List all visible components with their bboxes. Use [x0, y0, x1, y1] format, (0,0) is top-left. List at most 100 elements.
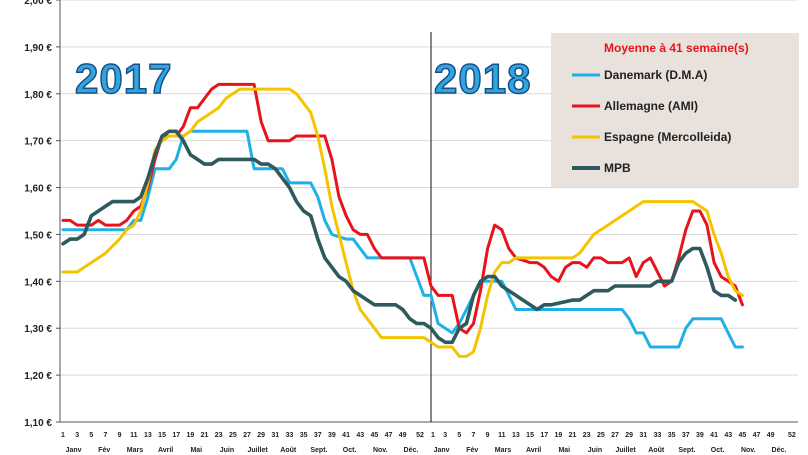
x-tick-label: 23 [583, 432, 591, 439]
x-tick-label: 11 [130, 432, 138, 439]
x-tick-label: 45 [738, 432, 746, 439]
x-tick-label: 35 [668, 432, 676, 439]
x-tick-label: 21 [201, 432, 209, 439]
year-label-2018: 2018 [434, 55, 531, 102]
legend-label: Danemark (D.M.A) [604, 68, 707, 82]
x-tick-label: 45 [370, 432, 378, 439]
x-tick-label: 49 [767, 432, 775, 439]
x-tick-label: 5 [457, 432, 461, 439]
month-label: Nov. [741, 447, 756, 454]
series-line-0 [61, 129, 744, 349]
month-label: Juillet [615, 447, 636, 454]
x-tick-label: 29 [257, 432, 265, 439]
x-tick-label: 21 [569, 432, 577, 439]
x-tick-label: 31 [271, 432, 279, 439]
x-tick-label: 43 [724, 432, 732, 439]
month-label: Oct. [343, 447, 357, 454]
x-tick-label: 52 [788, 432, 796, 439]
month-label: Juin [588, 447, 602, 454]
y-tick-label: 1,60 € [24, 184, 52, 195]
y-tick-label: 1,80 € [24, 90, 52, 101]
x-tick-label: 7 [472, 432, 476, 439]
x-tick-label: 13 [144, 432, 152, 439]
x-tick-label: 1 [431, 432, 435, 439]
month-label: Fév [466, 447, 478, 454]
month-label: Mai [190, 447, 202, 454]
y-tick-label: 1,40 € [24, 277, 52, 288]
x-tick-label: 27 [611, 432, 619, 439]
month-label: Déc. [772, 447, 787, 454]
x-tick-label: 47 [753, 432, 761, 439]
month-label: Oct. [711, 447, 725, 454]
x-tick-label: 35 [300, 432, 308, 439]
legend: Moyenne à 41 semaine(s) Danemark (D.M.A)… [551, 33, 799, 187]
x-tick-label: 27 [243, 432, 251, 439]
series-line-3 [61, 129, 738, 345]
x-tick-label: 37 [682, 432, 690, 439]
month-label: Nov. [373, 447, 388, 454]
month-label: Avril [158, 447, 173, 454]
x-tick-label: 9 [486, 432, 490, 439]
x-tick-label: 9 [118, 432, 122, 439]
legend-label: MPB [604, 161, 631, 175]
x-tick-label: 37 [314, 432, 322, 439]
month-label: Août [280, 447, 297, 454]
x-tick-label: 25 [229, 432, 237, 439]
x-tick-label: 43 [356, 432, 364, 439]
x-tick-label: 33 [654, 432, 662, 439]
x-tick-label: 49 [399, 432, 407, 439]
month-label: Juin [220, 447, 234, 454]
y-tick-label: 1,20 € [24, 371, 52, 382]
x-tick-label: 19 [554, 432, 562, 439]
y-tick-label: 1,70 € [24, 137, 52, 148]
x-tick-label: 47 [385, 432, 393, 439]
x-axis: 1 3 5 7 9 11 13 15 17 19 21 23 25 27 29 31 33 35 37 39 41 43 4… [60, 421, 798, 454]
month-label: Janv [66, 447, 82, 454]
x-tick-label: 17 [172, 432, 180, 439]
series-line-2 [61, 87, 744, 358]
x-tick-label: 39 [696, 432, 704, 439]
x-tick-label: 15 [526, 432, 534, 439]
month-label: Avril [526, 447, 541, 454]
month-label: Août [648, 447, 665, 454]
x-tick-label: 23 [215, 432, 223, 439]
x-tick-label: 25 [597, 432, 605, 439]
series-layer [61, 82, 744, 358]
x-tick-label: 15 [158, 432, 166, 439]
x-tick-label: 52 [416, 432, 424, 439]
x-tick-label: 5 [89, 432, 93, 439]
x-tick-label: 31 [639, 432, 647, 439]
month-label: Mars [495, 447, 511, 454]
legend-title: Moyenne à 41 semaine(s) [604, 41, 749, 55]
legend-label: Allemagne (AMI) [604, 99, 698, 113]
x-tick-label: 41 [710, 432, 718, 439]
x-tick-label: 7 [104, 432, 108, 439]
x-tick-label: 33 [286, 432, 294, 439]
x-tick-label: 19 [186, 432, 194, 439]
month-label: Mai [558, 447, 570, 454]
legend-background [551, 33, 799, 187]
year-label-2017: 2017 [75, 55, 172, 102]
y-tick-label: 1,90 € [24, 43, 52, 54]
y-tick-label: 2,00 € [24, 0, 52, 7]
x-tick-label: 17 [540, 432, 548, 439]
x-tick-label: 29 [625, 432, 633, 439]
y-tick-label: 1,50 € [24, 230, 52, 241]
month-label: Juillet [247, 447, 268, 454]
month-label: Déc. [404, 447, 419, 454]
legend-items: Danemark (D.M.A) Allemagne (AMI) Espagne (… [572, 68, 731, 175]
legend-label: Espagne (Mercolleida) [604, 130, 731, 144]
y-tick-label: 1,10 € [24, 418, 52, 429]
month-label: Sept. [310, 447, 327, 454]
month-label: Mars [127, 447, 143, 454]
x-tick-label: 3 [443, 432, 447, 439]
x-tick-label: 41 [342, 432, 350, 439]
x-tick-label: 3 [75, 432, 79, 439]
y-axis: 1,10 € 1,20 € 1,30 € 1,40 € 1,50 € 1,60 € 1,70… [24, 0, 61, 429]
x-tick-label: 39 [328, 432, 336, 439]
x-tick-label: 13 [512, 432, 520, 439]
month-label: Fév [98, 447, 110, 454]
month-label: Sept. [678, 447, 695, 454]
y-tick-label: 1,30 € [24, 324, 52, 335]
